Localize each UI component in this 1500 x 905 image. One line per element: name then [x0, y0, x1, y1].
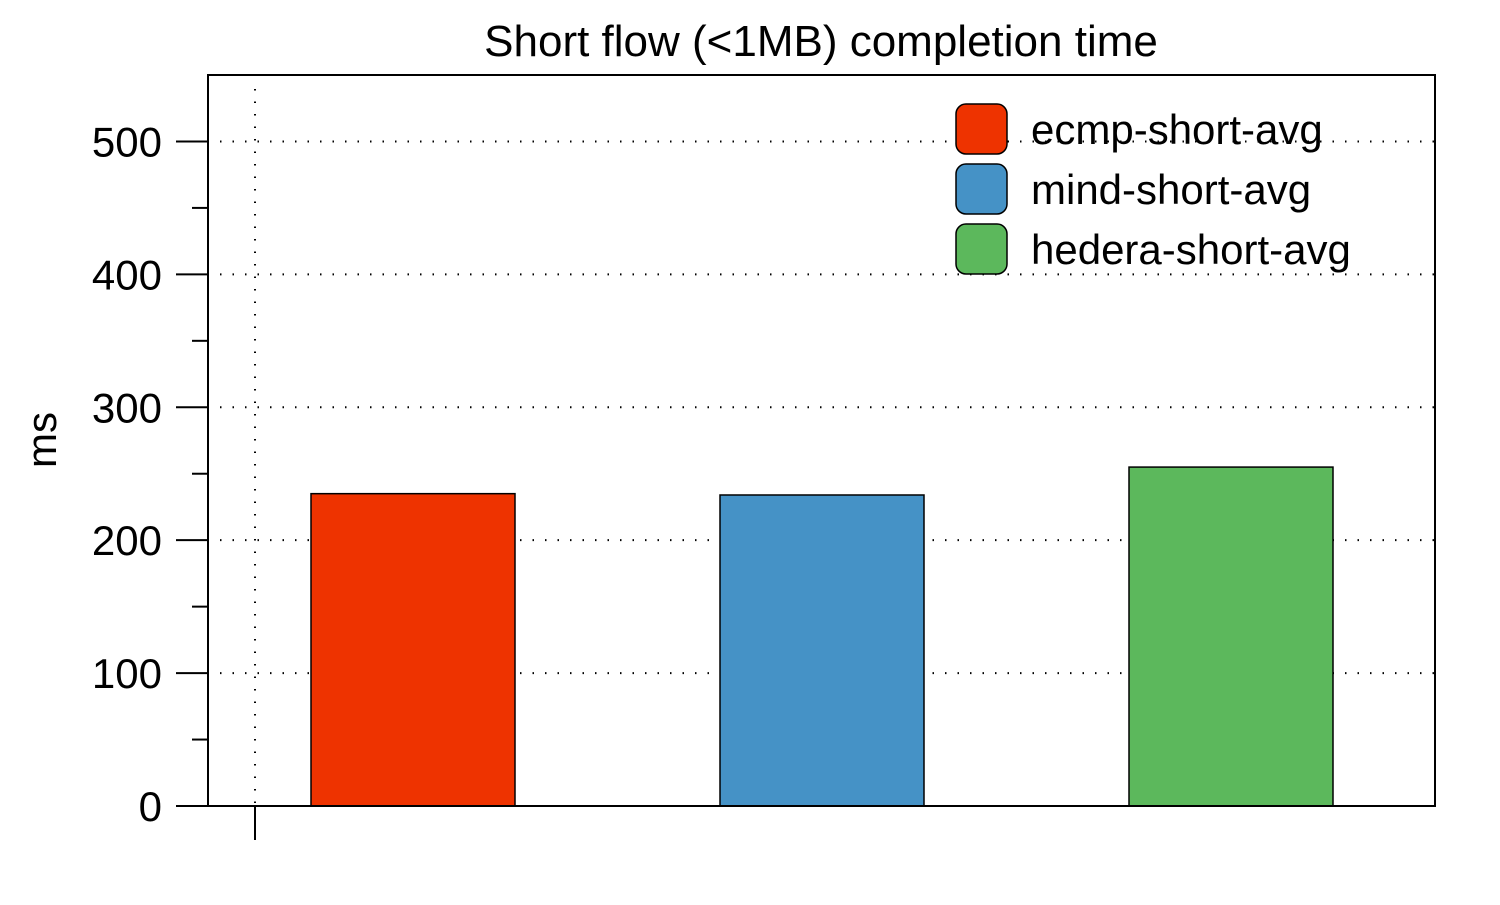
plot-frame	[207, 74, 1436, 807]
y-tick-label-200: 200	[92, 517, 162, 564]
legend-swatch-mind-short-avg	[955, 163, 1008, 215]
y-tick-label-100: 100	[92, 650, 162, 697]
legend-swatch-ecmp-short-avg	[955, 103, 1008, 155]
legend: ecmp-short-avg mind-short-avg hedera-short…	[955, 103, 1351, 275]
legend-label-hedera-short-avg: hedera-short-avg	[1031, 226, 1351, 273]
y-tick-label-300: 300	[92, 384, 162, 431]
chart-title: Short flow (<1MB) completion time	[484, 17, 1158, 66]
legend-label-ecmp-short-avg: ecmp-short-avg	[1031, 106, 1323, 153]
y-axis-label: ms	[18, 412, 65, 468]
y-axis: 0 100 200 300 400 500	[92, 118, 256, 840]
legend-swatch-hedera-short-avg	[955, 223, 1008, 275]
y-tick-label-500: 500	[92, 118, 162, 165]
bar-hedera-short-avg	[1128, 466, 1334, 807]
y-tick-label-400: 400	[92, 251, 162, 298]
y-tick-label-0: 0	[139, 783, 162, 830]
bar-ecmp-short-avg	[310, 492, 516, 807]
bars-layer	[310, 466, 1334, 807]
bar-mind-short-avg	[719, 494, 925, 807]
legend-label-mind-short-avg: mind-short-avg	[1031, 166, 1311, 213]
